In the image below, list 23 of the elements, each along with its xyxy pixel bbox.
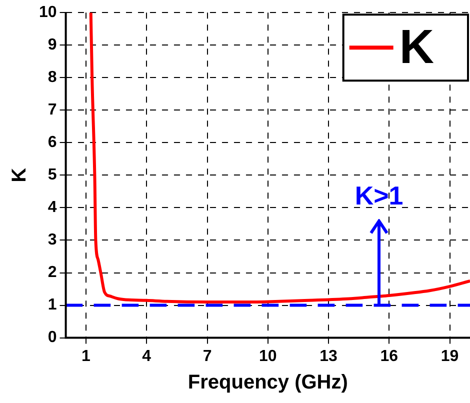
x-tick-label: 4	[142, 348, 152, 365]
y-tick-label: 6	[48, 134, 57, 152]
x-tick-label: 13	[320, 348, 338, 365]
x-tick-label: 19	[440, 348, 459, 365]
x-axis-title: Frequency (GHz)	[188, 372, 348, 394]
legend-label: K	[399, 20, 434, 74]
x-tick-label: 10	[259, 348, 277, 365]
y-axis-title: K	[8, 167, 31, 182]
annotation: K>1	[354, 180, 404, 210]
y-tick-label: 0	[48, 329, 57, 346]
line-series	[89, 12, 470, 304]
x-tick-label: 16	[380, 348, 398, 365]
y-tick-label: 2	[48, 264, 57, 282]
y-tick-label: 10	[39, 4, 57, 22]
y-tick-label: 7	[48, 102, 57, 119]
y-tick-label: 5	[48, 166, 57, 184]
y-tick-label: 1	[48, 296, 57, 314]
y-tick-label: 3	[48, 232, 57, 249]
x-tick-label: 7	[202, 348, 212, 365]
x-tick-label: 1	[82, 348, 91, 365]
y-tick-label: 4	[48, 199, 57, 216]
y-tick-label: 9	[48, 36, 57, 54]
y-tick-label: 8	[48, 69, 57, 86]
